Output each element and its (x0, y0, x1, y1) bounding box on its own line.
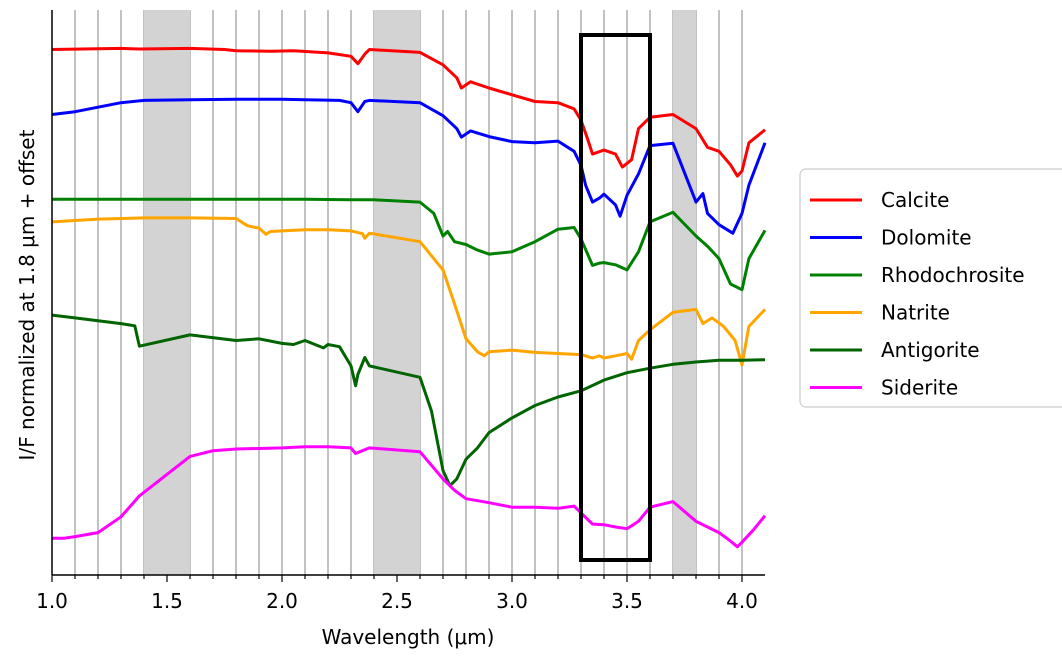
series-line-rhodochrosite (52, 197, 767, 292)
axes (51, 10, 765, 576)
series-line-calcite (51, 46, 766, 178)
legend-label: Siderite (881, 376, 958, 400)
y-axis-label: I/F normalized at 1.8 μm + offset (15, 129, 39, 460)
legend-label: Calcite (881, 188, 949, 212)
series-line-natrite (51, 216, 767, 367)
shaded-band (673, 10, 696, 575)
shaded-band (144, 10, 190, 575)
highlight-box (579, 33, 652, 562)
x-tick-label: 3.0 (496, 589, 528, 613)
x-tick-label: 1.0 (36, 589, 68, 613)
shaded-band (374, 10, 420, 575)
x-tick-label: 3.5 (611, 589, 643, 613)
legend-label: Natrite (881, 301, 950, 325)
series-line-dolomite (51, 97, 767, 235)
legend-label: Rhodochrosite (881, 263, 1025, 287)
legend-label: Antigorite (881, 338, 980, 362)
series-line-siderite (52, 445, 767, 549)
series-line-antigorite (51, 313, 766, 488)
x-tick-label: 2.0 (266, 589, 298, 613)
x-tick-label: 2.5 (381, 589, 413, 613)
x-ticks: 1.0 1.5 2.0 2.5 3.0 3.5 4.0 (36, 575, 758, 613)
absorption-bands (144, 10, 696, 575)
x-tick-label: 1.5 (151, 589, 183, 613)
legend-frame (799, 168, 1062, 408)
spectra-lines (51, 46, 767, 549)
legend-label: Dolomite (881, 226, 972, 250)
x-axis-label: Wavelength (μm) (322, 625, 495, 649)
legend: Calcite Dolomite Rhodochrosite Natrite Antig… (799, 168, 1062, 408)
x-tick-label: 4.0 (726, 589, 758, 613)
